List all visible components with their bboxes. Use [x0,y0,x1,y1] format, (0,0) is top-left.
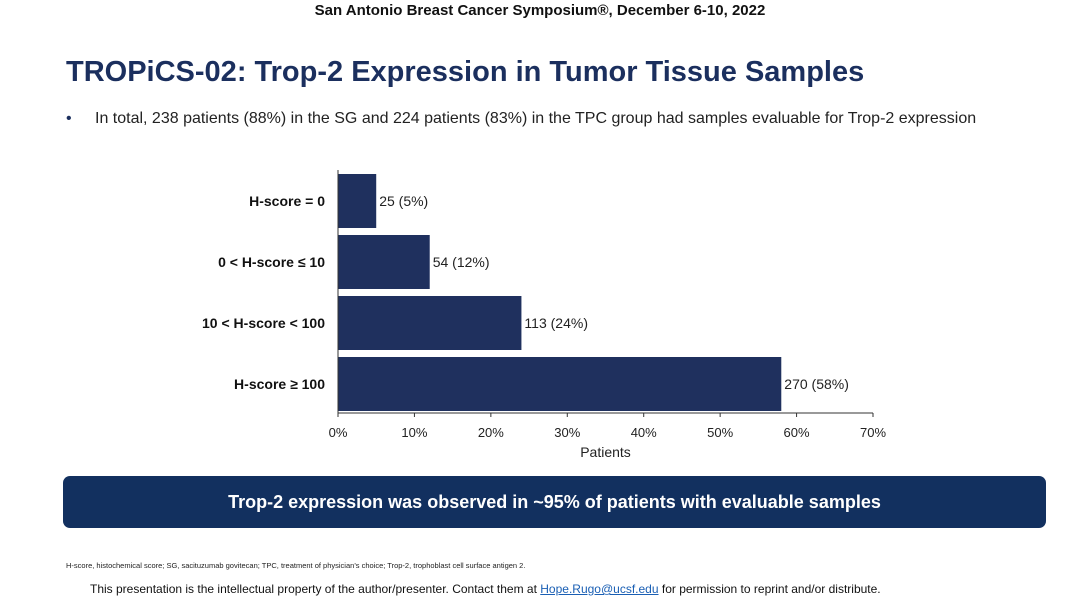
x-tick-label: 40% [631,425,657,440]
category-label: H-score = 0 [249,193,325,209]
email-link[interactable]: Hope.Rugo@ucsf.edu [540,582,659,596]
data-label: 54 (12%) [433,254,490,270]
x-tick-label: 50% [707,425,733,440]
x-tick-label: 20% [478,425,504,440]
x-tick-label: 60% [784,425,810,440]
category-label: 10 < H-score < 100 [202,315,325,331]
category-label: 0 < H-score ≤ 10 [218,254,325,270]
x-tick-label: 0% [329,425,348,440]
x-tick-label: 10% [401,425,427,440]
bullet-text: In total, 238 patients (88%) in the SG a… [95,110,977,127]
copyright-notice: This presentation is the intellectual pr… [90,582,881,596]
copyright-pre: This presentation is the intellectual pr… [90,582,541,596]
data-label: 25 (5%) [379,193,428,209]
copyright-post: for permission to reprint and/or distrib… [658,582,881,596]
data-label: 270 (58%) [784,376,849,392]
conclusion-banner: Trop-2 expression was observed in ~95% o… [63,476,1046,528]
bar [338,174,377,228]
x-axis-title: Patients [580,444,631,460]
bar [338,235,430,289]
x-tick-label: 30% [554,425,580,440]
data-label: 113 (24%) [524,315,588,331]
footnote: H-score, histochemical score; SG, sacitu… [66,561,526,570]
bar [338,296,522,350]
x-tick-label: 70% [860,425,886,440]
slide-title: TROPiCS-02: Trop-2 Expression in Tumor T… [66,56,865,88]
bullet-marker: • [66,110,72,127]
category-label: H-score ≥ 100 [234,376,325,392]
bar-chart: H-score = 0 25 (5%) 0 < H-score ≤ 10 54 (12… [202,170,886,460]
conference-header: San Antonio Breast Cancer Symposium®, De… [314,2,766,19]
bar [338,357,782,411]
